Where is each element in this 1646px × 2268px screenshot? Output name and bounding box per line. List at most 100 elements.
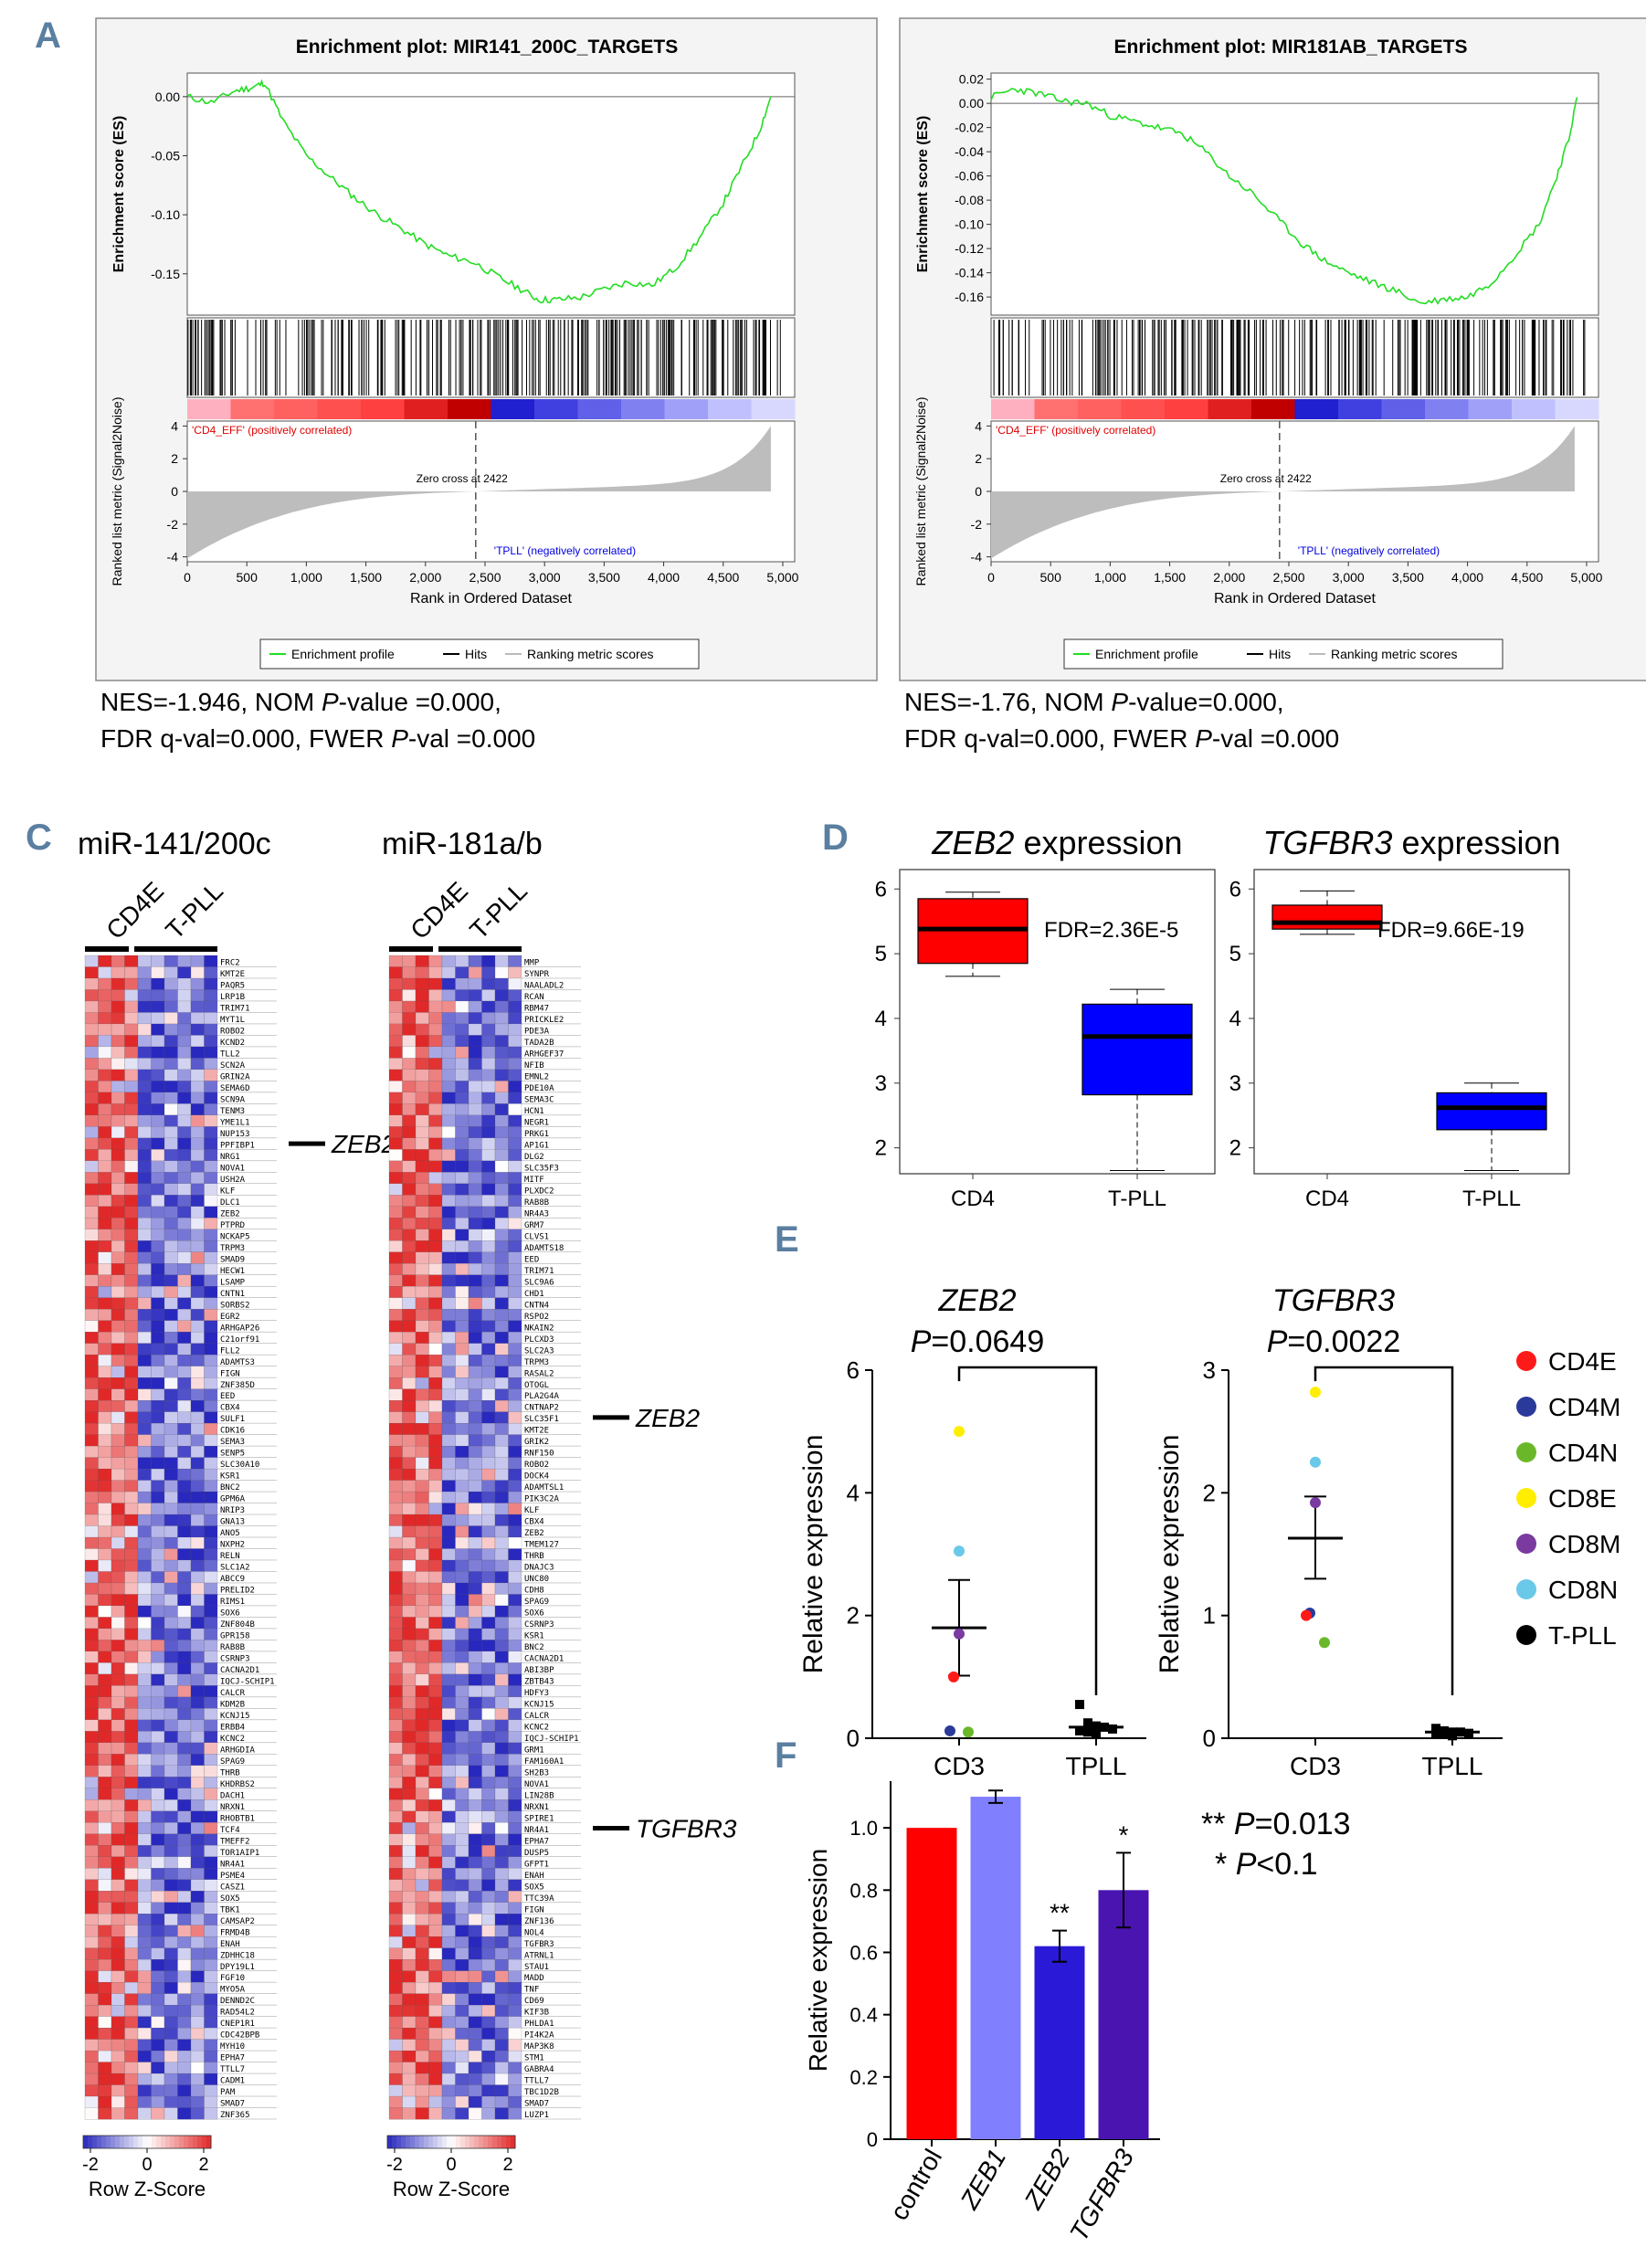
heatmap-cell <box>468 2016 482 2029</box>
heatmap-cell <box>98 1742 112 1755</box>
heatmap-cell <box>177 1719 192 1732</box>
heatmap-cell <box>455 1240 470 1253</box>
heatmap-cell <box>151 1126 165 1139</box>
gradient-segment <box>1555 399 1599 419</box>
heatmap-cell <box>481 1069 496 1081</box>
heatmap-cell <box>124 1366 139 1378</box>
gene-label: RELN <box>220 1552 240 1561</box>
heatmap-cell <box>494 2050 509 2062</box>
heatmap-cell <box>441 1160 456 1173</box>
heatmap-cell <box>204 2004 218 2017</box>
heatmap-cell <box>111 1856 125 1869</box>
heatmap-cell <box>204 1731 218 1744</box>
heatmap-cell <box>164 1754 178 1767</box>
heatmap-cell <box>441 1355 456 1367</box>
heatmap-cell <box>151 1788 165 1800</box>
gene-label: TGFBR3 <box>524 1940 554 1949</box>
gene-label: ROBO2 <box>220 1028 245 1037</box>
heatmap-cell <box>494 1640 509 1652</box>
heatmap-cell <box>84 2095 99 2108</box>
heatmap-cell <box>388 1970 403 1983</box>
heatmap-cell <box>111 1218 125 1230</box>
heatmap-cell <box>177 1343 192 1356</box>
heatmap-cell <box>137 1012 152 1025</box>
heatmap-cell <box>111 1902 125 1915</box>
metric-tick-label: 0 <box>975 484 982 499</box>
heatmap-cell <box>204 1183 218 1196</box>
heatmap-cell <box>190 1366 205 1378</box>
heatmap-cell <box>177 1229 192 1241</box>
zero-cross-label: Zero cross at 2422 <box>417 472 508 485</box>
heatmap-cell <box>204 1012 218 1025</box>
heatmap-cell <box>164 1959 178 1972</box>
heatmap-cell <box>98 1651 112 1663</box>
heatmap-cell <box>84 1183 99 1196</box>
heatmap-cell <box>415 1536 429 1549</box>
heatmap-cell <box>111 1640 125 1652</box>
heatmap-cell <box>415 1480 429 1493</box>
heatmap-cell <box>428 1240 443 1253</box>
heatmap-cell <box>455 1114 470 1127</box>
heatmap-cell <box>137 1765 152 1777</box>
heatmap-cell <box>84 1868 99 1881</box>
heatmap-cell <box>468 1947 482 1960</box>
heatmap-cell <box>124 1970 139 1983</box>
heatmap-cell <box>494 1422 509 1435</box>
heatmap-cell <box>388 955 403 967</box>
heatmap-cell <box>151 1594 165 1607</box>
stats-line-2: FDR q-val=0.000, FWER P-val =0.000 <box>904 724 1339 753</box>
heatmap-cell <box>388 1571 403 1584</box>
x-tick-label: CD4 <box>1305 1187 1349 1211</box>
heatmap-cell <box>494 1765 509 1777</box>
gene-label: THRB <box>524 1552 544 1561</box>
gene-label: USH2A <box>220 1176 246 1185</box>
heatmap-cell <box>164 1468 178 1481</box>
significance-bracket <box>1314 1366 1454 1695</box>
heatmap-cell <box>508 1548 522 1561</box>
heatmap-cell <box>204 1777 218 1789</box>
heatmap-cell <box>98 1754 112 1767</box>
x-tick-label: CD4 <box>951 1187 995 1211</box>
heatmap-cell <box>204 1195 218 1208</box>
heatmap-cell <box>481 1000 496 1013</box>
heatmap-cell <box>388 1491 403 1503</box>
es-tick-label: -0.10 <box>151 207 180 222</box>
heatmap-cell <box>388 977 403 990</box>
heatmap-cell <box>388 1731 403 1744</box>
heatmap-cell <box>204 1422 218 1435</box>
heatmap-cell <box>204 1503 218 1515</box>
gene-label: CAMSAP2 <box>220 1917 255 1926</box>
heatmap-cell <box>151 1845 165 1858</box>
heatmap-cell <box>428 1856 443 1869</box>
gene-label: TMEM127 <box>524 1541 559 1550</box>
heatmap-cell <box>164 1810 178 1823</box>
heatmap-cell <box>137 1491 152 1503</box>
heatmap-cell <box>151 1332 165 1345</box>
metric-tick-label: -4 <box>971 550 983 564</box>
heatmap-cell <box>164 1982 178 1995</box>
heatmap-cell <box>388 2039 403 2052</box>
heatmap-cell <box>415 1685 429 1698</box>
heatmap-cell <box>98 1536 112 1549</box>
x-tick-label: 4,500 <box>1511 570 1543 585</box>
heatmap-cell <box>428 1799 443 1812</box>
heatmap-cell <box>177 977 192 990</box>
heatmap-cell <box>468 1411 482 1424</box>
gene-label: CNTNAP2 <box>524 1404 559 1413</box>
heatmap-cell <box>468 1696 482 1709</box>
gene-label: CBX4 <box>220 1404 240 1413</box>
heatmap-cell <box>137 1480 152 1493</box>
heatmap-cell <box>177 2084 192 2097</box>
heatmap-cell <box>508 1309 522 1322</box>
heatmap-cell <box>124 1754 139 1767</box>
heatmap-cell <box>98 1628 112 1640</box>
heatmap-cell <box>84 1822 99 1835</box>
heatmap-cell <box>494 1137 509 1150</box>
heatmap-cell <box>428 1993 443 2006</box>
heatmap-cell <box>190 1891 205 1904</box>
heatmap-cell <box>98 1183 112 1196</box>
colorbar-step <box>129 2136 134 2148</box>
heatmap-cell <box>415 1765 429 1777</box>
heatmap-cell <box>428 966 443 979</box>
heatmap-cell <box>84 1058 99 1071</box>
